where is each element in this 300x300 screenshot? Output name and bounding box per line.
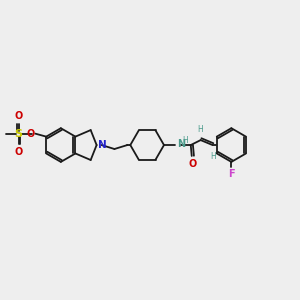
- Text: O: O: [14, 111, 22, 121]
- Text: N: N: [177, 139, 185, 149]
- Text: H: H: [211, 152, 216, 161]
- Text: S: S: [14, 129, 22, 139]
- Text: O: O: [189, 159, 197, 169]
- Text: H: H: [182, 136, 188, 145]
- Text: F: F: [228, 169, 235, 179]
- Text: O: O: [26, 129, 34, 139]
- Text: N: N: [98, 140, 106, 150]
- Text: H: H: [197, 125, 203, 134]
- Text: O: O: [14, 146, 22, 157]
